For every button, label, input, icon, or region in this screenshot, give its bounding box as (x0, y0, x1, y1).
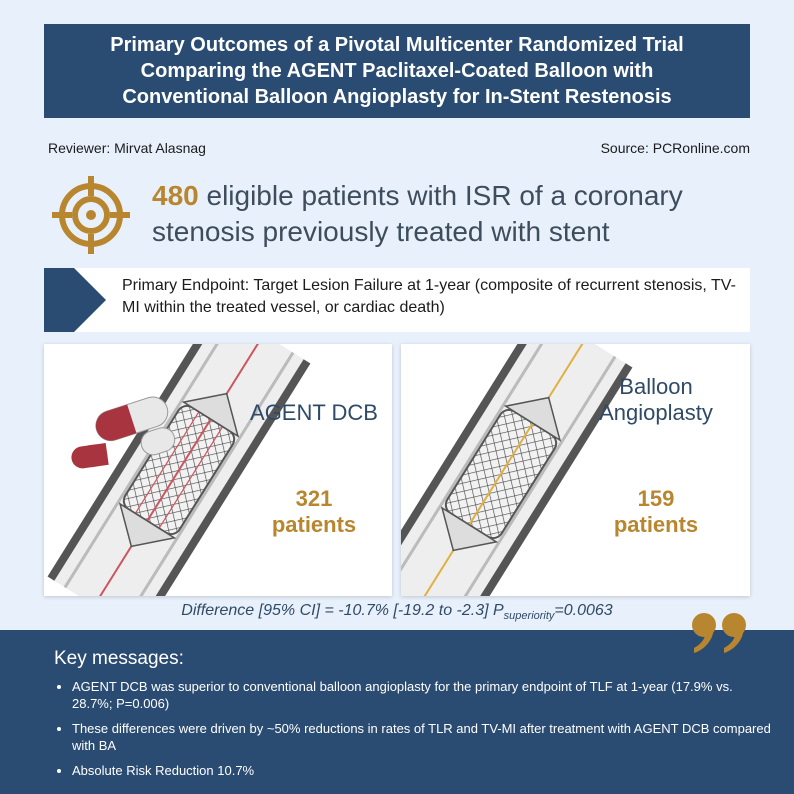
title-line-1: Primary Outcomes of a Pivotal Multicente… (110, 34, 684, 56)
key-message-item: These differences were driven by ~50% re… (72, 720, 772, 754)
coated-balloon-illustration (47, 344, 311, 596)
balloon-angioplasty-label: Balloon Angioplasty (571, 374, 741, 426)
quote-icon (692, 613, 746, 653)
title-line-3: Conventional Balloon Angioplasty for In-… (122, 86, 672, 108)
difference-subscript: superiority (503, 610, 555, 623)
key-messages-panel: Key messages: AGENT DCB was superior to … (0, 630, 794, 794)
title-line-2: Comparing the AGENT Paclitaxel-Coated Ba… (140, 60, 654, 82)
primary-endpoint-box: Primary Endpoint: Target Lesion Failure … (44, 268, 750, 332)
page-title: Primary Outcomes of a Pivotal Multicente… (110, 32, 683, 110)
balloon-angioplasty-label-line-1: Balloon (619, 374, 693, 399)
key-messages-list: AGENT DCB was superior to conventional b… (54, 678, 772, 787)
balloon-angioplasty-label-line-2: Angioplasty (599, 400, 713, 425)
agent-dcb-label: AGENT DCB (250, 400, 378, 425)
headline: 480 eligible patients with ISR of a coro… (152, 178, 762, 250)
key-message-item: Absolute Risk Reduction 10.7% (72, 762, 772, 779)
key-message-item: AGENT DCB was superior to conventional b… (72, 678, 772, 712)
title-banner: Primary Outcomes of a Pivotal Multicente… (44, 24, 750, 118)
source-text: Source: PCRonline.com (600, 140, 750, 156)
agent-dcb-count: 321 patients (264, 486, 364, 538)
balloon-angioplasty-count-number: 159 (637, 486, 675, 511)
balloon-angioplasty-count-unit: patients (613, 512, 699, 537)
key-messages-title: Key messages: (54, 648, 184, 669)
difference-suffix: =0.0063 (554, 602, 613, 619)
headline-count: 480 (152, 180, 199, 211)
target-icon (52, 176, 130, 254)
difference-prefix: Difference [95% CI] = -10.7% [-19.2 to -… (181, 602, 504, 619)
agent-dcb-count-unit: patients (271, 512, 357, 537)
difference-result: Difference [95% CI] = -10.7% [-19.2 to -… (0, 602, 794, 622)
balloon-angioplasty-card: Balloon Angioplasty 159 patients (401, 344, 750, 596)
chevron-right-icon (44, 268, 106, 332)
headline-text: eligible patients with ISR of a coronary… (152, 180, 683, 247)
plain-balloon-illustration (401, 344, 633, 596)
agent-dcb-count-number: 321 (295, 486, 333, 511)
agent-dcb-card: AGENT DCB 321 patients (44, 344, 392, 596)
balloon-angioplasty-count: 159 patients (591, 486, 721, 538)
reviewer-text: Reviewer: Mirvat Alasnag (48, 140, 206, 156)
primary-endpoint-text: Primary Endpoint: Target Lesion Failure … (122, 277, 736, 316)
capsule-icon (71, 396, 176, 469)
